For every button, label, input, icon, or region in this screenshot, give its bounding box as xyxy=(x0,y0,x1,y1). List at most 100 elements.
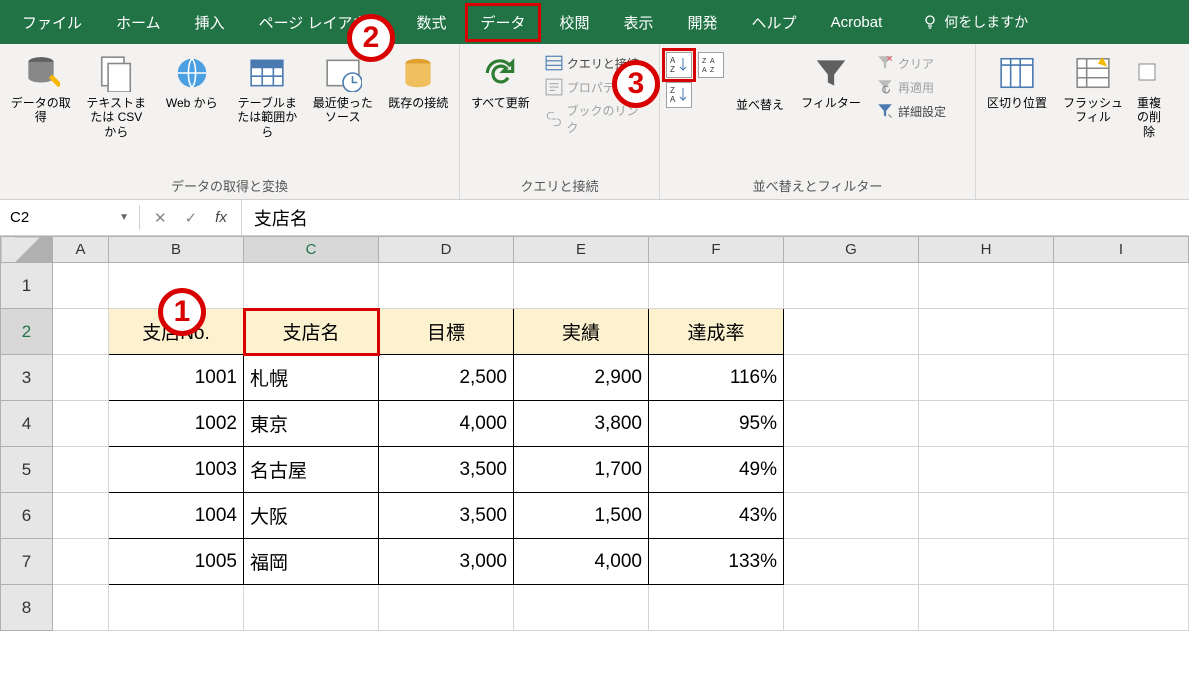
select-all-corner[interactable] xyxy=(1,237,53,263)
name-box-dropdown-icon[interactable]: ▼ xyxy=(119,212,129,223)
col-header-D[interactable]: D xyxy=(379,237,514,263)
col-header-G[interactable]: G xyxy=(784,237,919,263)
btn-text-to-columns[interactable]: 区切り位置 xyxy=(982,52,1052,112)
worksheet[interactable]: A B C D E F G H I 12支店No.支店名目標実績達成率31001… xyxy=(0,236,1189,631)
tab-developer[interactable]: 開発 xyxy=(674,4,732,41)
cell-G1[interactable] xyxy=(784,263,919,309)
cell-A8[interactable] xyxy=(53,585,109,631)
btn-existing-connections[interactable]: 既存の接続 xyxy=(384,52,454,112)
btn-sort-ascending[interactable]: AZ xyxy=(666,52,692,78)
btn-refresh-all[interactable]: すべて更新 xyxy=(466,52,535,112)
row-header-2[interactable]: 2 xyxy=(1,309,53,355)
cell-G6[interactable] xyxy=(784,493,919,539)
cell-E8[interactable] xyxy=(514,585,649,631)
col-header-E[interactable]: E xyxy=(514,237,649,263)
row-header-7[interactable]: 7 xyxy=(1,539,53,585)
cell-I4[interactable] xyxy=(1054,401,1189,447)
tell-me-search[interactable]: 何をしますか xyxy=(922,12,1028,32)
cell-F4[interactable]: 95% xyxy=(649,401,784,447)
cell-D7[interactable]: 3,000 xyxy=(379,539,514,585)
cell-D6[interactable]: 3,500 xyxy=(379,493,514,539)
cell-C2[interactable]: 支店名 xyxy=(244,309,379,355)
cell-F5[interactable]: 49% xyxy=(649,447,784,493)
cell-I6[interactable] xyxy=(1054,493,1189,539)
cell-F3[interactable]: 116% xyxy=(649,355,784,401)
btn-flash-fill[interactable]: フラッシュフィル xyxy=(1058,52,1128,127)
btn-sort-dialog-small[interactable]: ZAAZ xyxy=(698,52,724,78)
cell-C3[interactable]: 札幌 xyxy=(244,355,379,401)
tab-home[interactable]: ホーム xyxy=(102,4,175,41)
tab-view[interactable]: 表示 xyxy=(610,4,668,41)
cell-H7[interactable] xyxy=(919,539,1054,585)
col-header-H[interactable]: H xyxy=(919,237,1054,263)
fx-icon[interactable]: fx xyxy=(215,209,227,226)
cell-G7[interactable] xyxy=(784,539,919,585)
cell-A7[interactable] xyxy=(53,539,109,585)
cell-H4[interactable] xyxy=(919,401,1054,447)
cell-H6[interactable] xyxy=(919,493,1054,539)
cell-E1[interactable] xyxy=(514,263,649,309)
cell-F2[interactable]: 達成率 xyxy=(649,309,784,355)
col-header-A[interactable]: A xyxy=(53,237,109,263)
cell-A2[interactable] xyxy=(53,309,109,355)
btn-filter[interactable]: フィルター xyxy=(796,52,866,112)
cell-E7[interactable]: 4,000 xyxy=(514,539,649,585)
cell-B6[interactable]: 1004 xyxy=(109,493,244,539)
cell-G4[interactable] xyxy=(784,401,919,447)
name-box[interactable]: C2 ▼ xyxy=(0,205,140,230)
btn-from-table[interactable]: テーブルまたは範囲から xyxy=(233,52,303,141)
tab-file[interactable]: ファイル xyxy=(8,4,96,41)
cell-A4[interactable] xyxy=(53,401,109,447)
cell-H5[interactable] xyxy=(919,447,1054,493)
cell-H3[interactable] xyxy=(919,355,1054,401)
col-header-F[interactable]: F xyxy=(649,237,784,263)
cell-I8[interactable] xyxy=(1054,585,1189,631)
cell-A5[interactable] xyxy=(53,447,109,493)
enter-icon[interactable]: ✓ xyxy=(185,209,198,227)
cell-F7[interactable]: 133% xyxy=(649,539,784,585)
cell-I1[interactable] xyxy=(1054,263,1189,309)
tab-data[interactable]: データ xyxy=(466,4,539,41)
cell-D3[interactable]: 2,500 xyxy=(379,355,514,401)
row-header-4[interactable]: 4 xyxy=(1,401,53,447)
row-header-6[interactable]: 6 xyxy=(1,493,53,539)
cell-F6[interactable]: 43% xyxy=(649,493,784,539)
btn-advanced-filter[interactable]: 詳細設定 xyxy=(872,100,950,122)
row-header-8[interactable]: 8 xyxy=(1,585,53,631)
cell-B4[interactable]: 1002 xyxy=(109,401,244,447)
cell-H1[interactable] xyxy=(919,263,1054,309)
cell-D1[interactable] xyxy=(379,263,514,309)
cell-B8[interactable] xyxy=(109,585,244,631)
cell-B7[interactable]: 1005 xyxy=(109,539,244,585)
cell-G8[interactable] xyxy=(784,585,919,631)
cell-C5[interactable]: 名古屋 xyxy=(244,447,379,493)
cell-C4[interactable]: 東京 xyxy=(244,401,379,447)
cell-D8[interactable] xyxy=(379,585,514,631)
btn-sort-descending[interactable]: ZA xyxy=(666,82,692,108)
cell-A1[interactable] xyxy=(53,263,109,309)
row-header-5[interactable]: 5 xyxy=(1,447,53,493)
cell-G2[interactable] xyxy=(784,309,919,355)
cell-I5[interactable] xyxy=(1054,447,1189,493)
row-header-3[interactable]: 3 xyxy=(1,355,53,401)
cell-A3[interactable] xyxy=(53,355,109,401)
cell-B5[interactable]: 1003 xyxy=(109,447,244,493)
cell-I3[interactable] xyxy=(1054,355,1189,401)
cell-D2[interactable]: 目標 xyxy=(379,309,514,355)
tab-insert[interactable]: 挿入 xyxy=(181,4,239,41)
btn-text-csv[interactable]: テキストまたは CSV から xyxy=(82,52,152,141)
cell-G5[interactable] xyxy=(784,447,919,493)
cell-F8[interactable] xyxy=(649,585,784,631)
col-header-I[interactable]: I xyxy=(1054,237,1189,263)
cell-E6[interactable]: 1,500 xyxy=(514,493,649,539)
cell-D5[interactable]: 3,500 xyxy=(379,447,514,493)
row-header-1[interactable]: 1 xyxy=(1,263,53,309)
btn-get-data[interactable]: データの取得 xyxy=(6,52,76,127)
cancel-icon[interactable]: ✕ xyxy=(154,209,167,227)
formula-bar[interactable]: 支店名 xyxy=(241,200,1189,235)
cell-I2[interactable] xyxy=(1054,309,1189,355)
cell-G3[interactable] xyxy=(784,355,919,401)
col-header-C[interactable]: C xyxy=(244,237,379,263)
btn-sort[interactable]: 並べ替え xyxy=(730,52,790,114)
tab-help[interactable]: ヘルプ xyxy=(738,4,811,41)
